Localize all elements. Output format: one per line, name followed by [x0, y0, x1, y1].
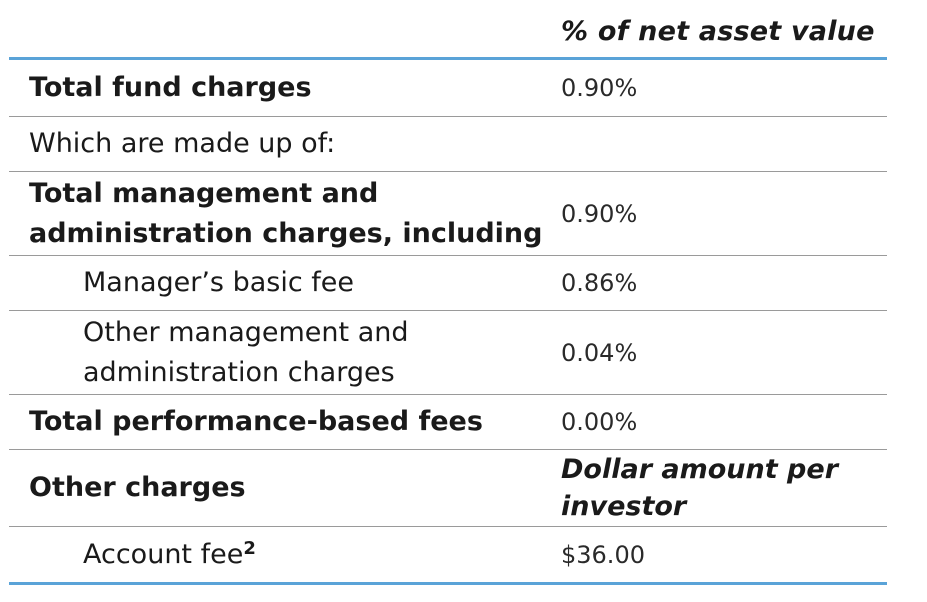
dollar-amount-header: Dollar amount per investor — [561, 451, 838, 525]
dollar-amount-header-line-1: Dollar amount per — [561, 454, 839, 485]
table-header-row: % of net asset value — [9, 0, 887, 60]
row-value: $36.00 — [561, 540, 645, 569]
fee-table: % of net asset value Total fund charges … — [9, 0, 887, 585]
table-row-performance-fees: Total performance-based fees 0.00% — [9, 395, 887, 450]
column-header: % of net asset value — [561, 16, 875, 47]
table-row-account-fee: Account fee2 $36.00 — [9, 527, 887, 585]
table-row-made-up-of: Which are made up of: — [9, 117, 887, 172]
row-label-line-2: administration charges, including — [29, 217, 543, 249]
row-value: 0.04% — [561, 338, 638, 367]
row-label-line-2: administration charges — [83, 356, 395, 388]
dollar-amount-header-line-2: investor — [561, 491, 687, 522]
row-label: Total performance-based fees — [29, 406, 483, 437]
row-label-line-1: Total management and — [29, 177, 379, 209]
row-value: 0.90% — [561, 74, 638, 102]
row-label-line-1: Other management and — [83, 316, 409, 348]
account-fee-label: Account fee — [83, 538, 244, 570]
row-value: 0.00% — [561, 408, 638, 436]
table-row-total-fund-charges: Total fund charges 0.90% — [9, 60, 887, 117]
table-row-other-charges: Other charges Dollar amount per investor — [9, 450, 887, 527]
table-row-total-management-charges: Total management and administration char… — [9, 172, 887, 256]
row-label: Account fee2 — [83, 535, 256, 575]
row-value: 0.90% — [561, 199, 638, 228]
table-row-other-management-charges: Other management and administration char… — [9, 311, 887, 395]
table-row-managers-basic-fee: Manager’s basic fee 0.86% — [9, 256, 887, 311]
row-label: Which are made up of: — [29, 128, 336, 159]
row-label: Total fund charges — [29, 72, 312, 103]
row-label: Other management and administration char… — [83, 313, 409, 393]
row-label: Total management and administration char… — [29, 174, 542, 254]
row-value: 0.86% — [561, 269, 638, 297]
footnote-marker: 2 — [243, 537, 256, 559]
row-label: Other charges — [29, 472, 246, 503]
row-label: Manager’s basic fee — [83, 267, 354, 298]
